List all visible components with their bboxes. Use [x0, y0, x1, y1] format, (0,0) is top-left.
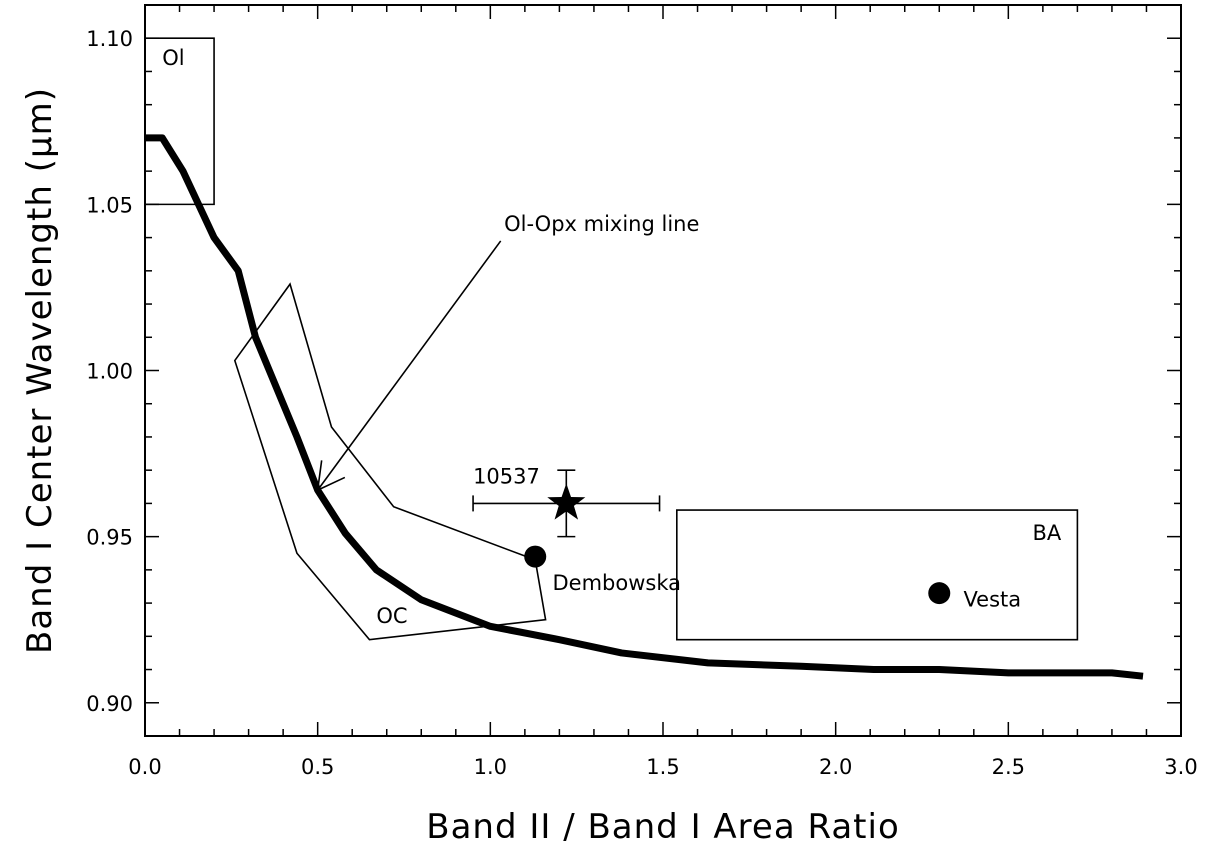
y-axis-title: Band I Center Wavelength (μm)	[20, 87, 60, 654]
y-tick-label: 1.10	[86, 27, 133, 51]
y-tick-label: 0.90	[86, 692, 133, 716]
x-tick-label: 0.5	[301, 755, 334, 779]
region-oc-label: OC	[376, 604, 407, 628]
x-tick-label: 3.0	[1164, 755, 1197, 779]
point-10537-star-marker	[547, 483, 586, 520]
mixing-line-arrow-head	[316, 460, 346, 492]
region-oc-outline	[233, 282, 547, 641]
region-ol-label: Ol	[162, 46, 184, 70]
points-group	[472, 469, 951, 605]
plot-frame	[144, 4, 1182, 737]
y-tick-label: 0.95	[86, 526, 133, 550]
point-10537-label: 10537	[473, 464, 540, 488]
annotation-group	[316, 240, 502, 492]
plot-frame-border	[144, 4, 1182, 737]
ticks-group	[144, 4, 1182, 737]
region-ba-label: BA	[1033, 521, 1062, 545]
y-tick-label: 1.05	[86, 193, 133, 217]
x-axis-title: Band II / Band I Area Ratio	[426, 807, 900, 847]
point-dembowska-label: Dembowska	[552, 571, 681, 595]
point-vesta-circle-marker	[928, 582, 951, 605]
x-tick-label: 2.5	[992, 755, 1025, 779]
x-tick-label: 1.0	[474, 755, 507, 779]
point-dembowska-circle-marker	[524, 545, 547, 568]
point-vesta-label: Vesta	[963, 587, 1021, 611]
x-tick-label: 2.0	[819, 755, 852, 779]
mixing-curve-line	[145, 134, 1144, 680]
x-tick-label: 1.5	[646, 755, 679, 779]
mixing-line-arrow-shaft	[317, 240, 502, 491]
mixing-line-annotation: Ol-Opx mixing line	[504, 212, 699, 236]
x-tick-label: 0.0	[128, 755, 161, 779]
y-tick-label: 1.00	[86, 360, 133, 384]
region-ba-outline	[676, 509, 1079, 641]
mixing-curve-group	[145, 134, 1144, 680]
labels-group: 0.0 0.5 1.0 1.5 2.0 2.5 3.0 0.90 0.95 1.00 1.05 1.1…	[20, 27, 1198, 847]
region-boxes	[144, 37, 1079, 641]
